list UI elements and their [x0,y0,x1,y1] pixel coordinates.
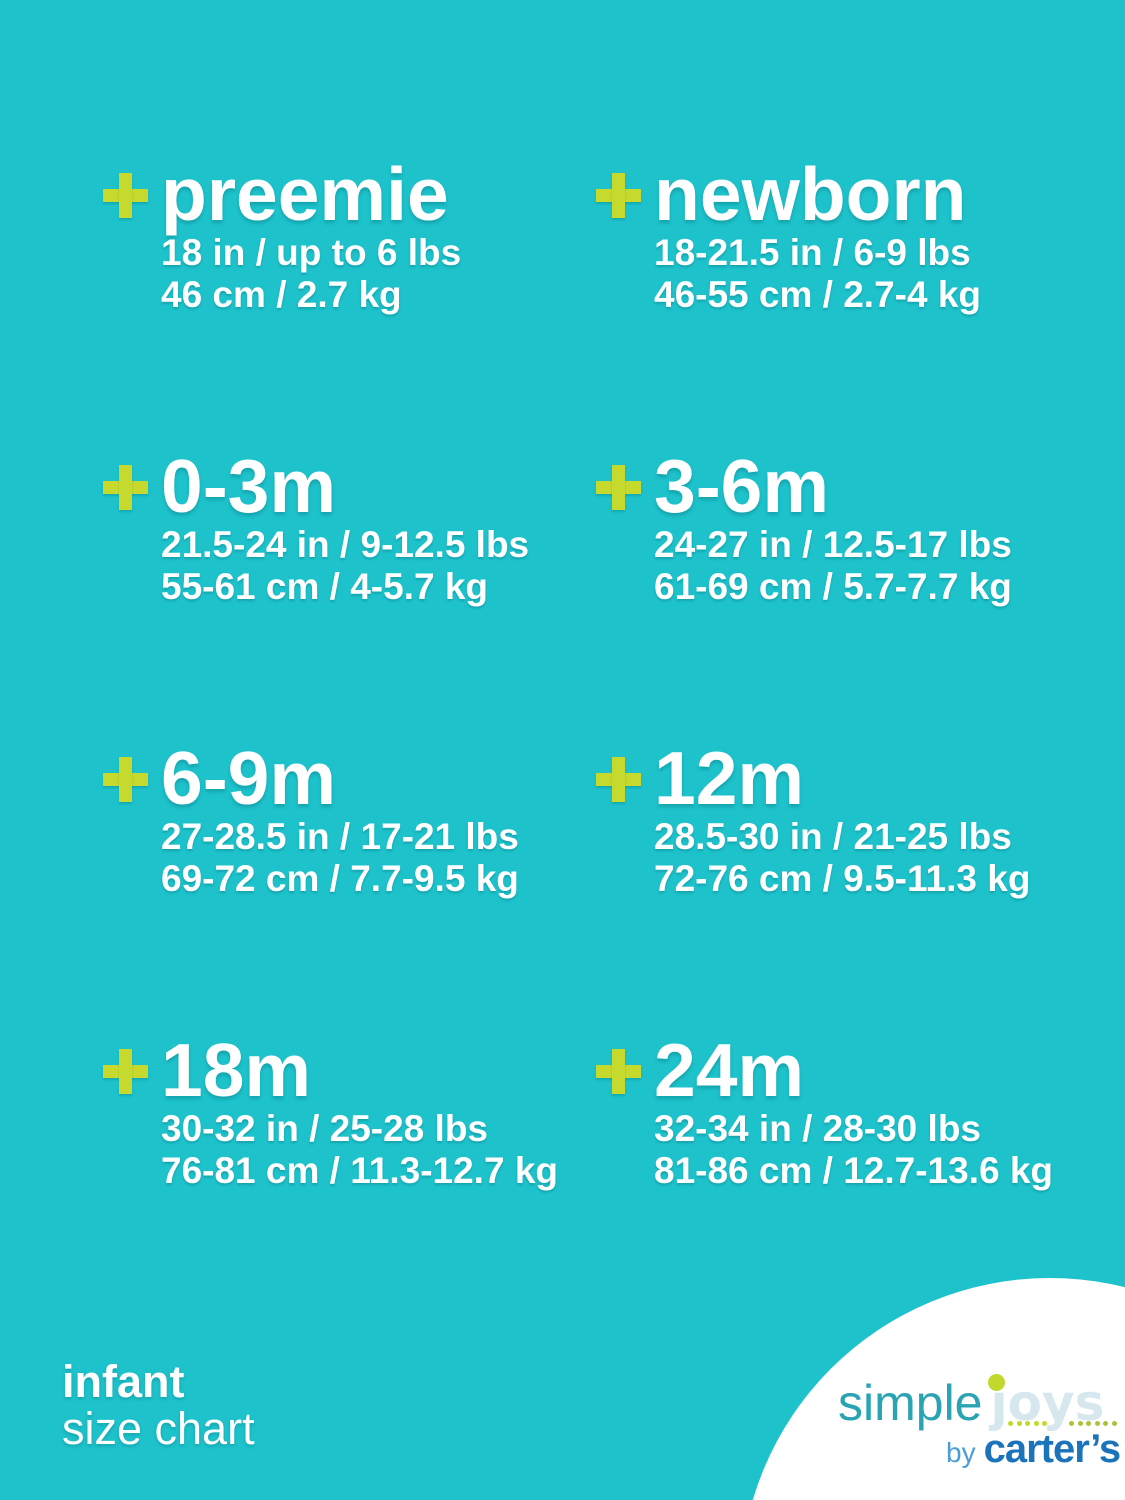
dot-icon [1033,1421,1039,1426]
size-cell-head: 18m [103,1028,573,1112]
size-cell-head: 6-9m [103,736,573,820]
dot-icon [1077,1421,1083,1426]
brand-dotted-underline [1008,1421,1117,1426]
brand-byline: by carter’s ™ [946,1427,1125,1472]
size-cell-18m: 18m 30-32 in / 25-28 lbs 76-81 cm / 11.3… [103,1028,573,1192]
chart-subtitle: size chart [62,1403,255,1454]
size-spec-metric: 61-69 cm / 5.7-7.7 kg [654,566,1012,607]
plus-icon [103,464,148,510]
size-spec-metric: 72-76 cm / 9.5-11.3 kg [654,858,1031,899]
size-label: 0-3m [161,444,337,528]
dot-icon [1025,1421,1030,1426]
size-label: 12m [654,736,805,820]
size-cell-preemie: preemie 18 in / up to 6 lbs 46 cm / 2.7 … [103,152,573,316]
plus-icon [596,172,641,218]
size-spec-imperial: 24-27 in / 12.5-17 lbs [654,524,1012,565]
brand-word-joys-text: ȷoys [990,1374,1105,1432]
plus-icon [103,172,148,218]
plus-icon [103,756,148,802]
size-spec-imperial: 27-28.5 in / 17-21 lbs [161,816,519,857]
plus-icon [596,1048,641,1094]
dot-icon [1008,1421,1013,1426]
dot-icon [1042,1421,1047,1426]
size-spec-imperial: 32-34 in / 28-30 lbs [654,1108,982,1149]
chart-category: infant [62,1356,185,1407]
size-spec-imperial: 18-21.5 in / 6-9 lbs [654,232,971,273]
size-cell-head: 24m [596,1028,1066,1112]
dot-icon [1069,1421,1074,1426]
size-cell-head: preemie [103,152,573,236]
dot-icon [1086,1421,1091,1426]
size-cell-0-3m: 0-3m 21.5-24 in / 9-12.5 lbs 55-61 cm / … [103,444,573,608]
size-spec-imperial: 18 in / up to 6 lbs [161,232,462,273]
plus-icon [596,756,641,802]
dot-icon [1094,1421,1100,1426]
size-label: 18m [161,1028,312,1112]
dot-icon [1111,1421,1117,1426]
size-cell-6-9m: 6-9m 27-28.5 in / 17-21 lbs 69-72 cm / 7… [103,736,573,900]
size-label: 3-6m [654,444,830,528]
size-spec-imperial: 21.5-24 in / 9-12.5 lbs [161,524,530,565]
size-label: 6-9m [161,736,337,820]
size-cell-12m: 12m 28.5-30 in / 21-25 lbs 72-76 cm / 9.… [596,736,1066,900]
chart-caption: infant size chart [62,1358,255,1452]
brand-word-joys: ȷoys [988,1374,1104,1428]
size-label: newborn [654,152,967,236]
dot-icon [1016,1421,1022,1426]
size-spec-imperial: 30-32 in / 25-28 lbs [161,1108,489,1149]
plus-icon [103,1048,148,1094]
size-cell-24m: 24m 32-34 in / 28-30 lbs 81-86 cm / 12.7… [596,1028,1066,1192]
brand-word-simple: simple [838,1375,983,1431]
brand-by: by [946,1437,976,1468]
size-spec-metric: 55-61 cm / 4-5.7 kg [161,566,489,607]
size-cell-head: 0-3m [103,444,573,528]
size-spec-metric: 76-81 cm / 11.3-12.7 kg [161,1150,558,1191]
size-spec-metric: 69-72 cm / 7.7-9.5 kg [161,858,519,899]
size-cell-head: newborn [596,152,1066,236]
size-label: 24m [654,1028,805,1112]
size-cell-head: 3-6m [596,444,1066,528]
brand-carters: carter’s [983,1427,1122,1471]
dot-group-icon [1008,1421,1047,1426]
size-cell-3-6m: 3-6m 24-27 in / 12.5-17 lbs 61-69 cm / 5… [596,444,1066,608]
j-dot-icon [988,1374,1006,1391]
size-label: preemie [161,152,449,236]
dot-icon [1103,1421,1108,1426]
size-spec-metric: 46 cm / 2.7 kg [161,274,402,315]
dot-group-icon [1069,1421,1117,1426]
size-spec-imperial: 28.5-30 in / 21-25 lbs [654,816,1012,857]
size-spec-metric: 81-86 cm / 12.7-13.6 kg [654,1150,1054,1191]
plus-icon [596,464,641,510]
size-cell-newborn: newborn 18-21.5 in / 6-9 lbs 46-55 cm / … [596,152,1066,316]
size-cell-head: 12m [596,736,1066,820]
size-spec-metric: 46-55 cm / 2.7-4 kg [654,274,982,315]
brand-logo: simple ȷoys [838,1374,1104,1431]
